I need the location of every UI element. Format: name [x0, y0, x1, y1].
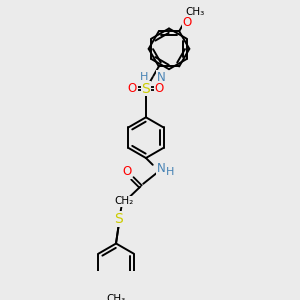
Text: H: H: [140, 72, 148, 82]
Text: O: O: [182, 16, 192, 28]
Text: O: O: [122, 165, 132, 178]
Text: CH₃: CH₃: [106, 294, 126, 300]
Text: S: S: [114, 212, 123, 226]
Text: N: N: [157, 162, 165, 176]
Text: CH₂: CH₂: [114, 196, 133, 206]
Text: O: O: [128, 82, 137, 95]
Text: H: H: [166, 167, 175, 177]
Text: O: O: [155, 82, 164, 95]
Text: S: S: [142, 82, 150, 96]
Text: N: N: [157, 70, 166, 84]
Text: CH₃: CH₃: [185, 7, 205, 17]
